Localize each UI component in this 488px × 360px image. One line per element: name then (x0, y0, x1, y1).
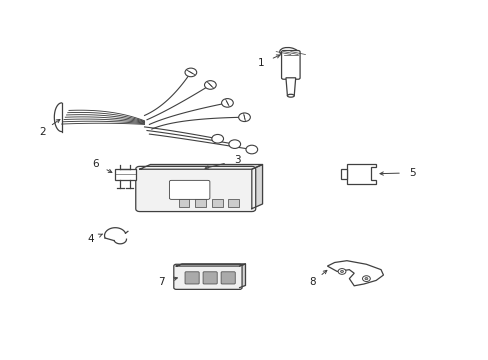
Polygon shape (176, 264, 245, 266)
Ellipse shape (287, 94, 294, 97)
Bar (340, 168, 346, 179)
Circle shape (211, 134, 223, 143)
Text: 8: 8 (309, 277, 315, 287)
Circle shape (362, 276, 369, 282)
Text: 7: 7 (158, 277, 164, 287)
Circle shape (228, 140, 240, 148)
Polygon shape (346, 164, 375, 184)
FancyBboxPatch shape (173, 264, 242, 289)
Circle shape (238, 113, 250, 122)
Bar (211, 199, 222, 207)
Polygon shape (251, 165, 262, 209)
Text: 5: 5 (408, 168, 415, 178)
Circle shape (204, 81, 216, 89)
Circle shape (245, 145, 257, 154)
Text: 1: 1 (258, 58, 264, 68)
Circle shape (364, 278, 367, 280)
Bar (195, 199, 205, 207)
Ellipse shape (279, 48, 298, 58)
FancyBboxPatch shape (203, 272, 217, 284)
FancyBboxPatch shape (221, 272, 235, 284)
Text: 4: 4 (87, 234, 94, 244)
Bar (228, 199, 239, 207)
FancyBboxPatch shape (281, 50, 300, 79)
Polygon shape (327, 261, 383, 286)
Text: 6: 6 (92, 159, 99, 169)
Text: 2: 2 (39, 127, 45, 136)
Text: 3: 3 (233, 155, 240, 165)
Circle shape (221, 99, 233, 107)
Bar (115, 168, 136, 180)
Polygon shape (140, 165, 262, 169)
FancyBboxPatch shape (169, 180, 209, 199)
Circle shape (337, 269, 345, 274)
Polygon shape (239, 264, 245, 288)
Circle shape (184, 68, 196, 77)
Circle shape (340, 270, 343, 273)
Polygon shape (285, 78, 295, 96)
FancyBboxPatch shape (136, 166, 255, 212)
Bar (178, 199, 189, 207)
FancyBboxPatch shape (184, 272, 199, 284)
